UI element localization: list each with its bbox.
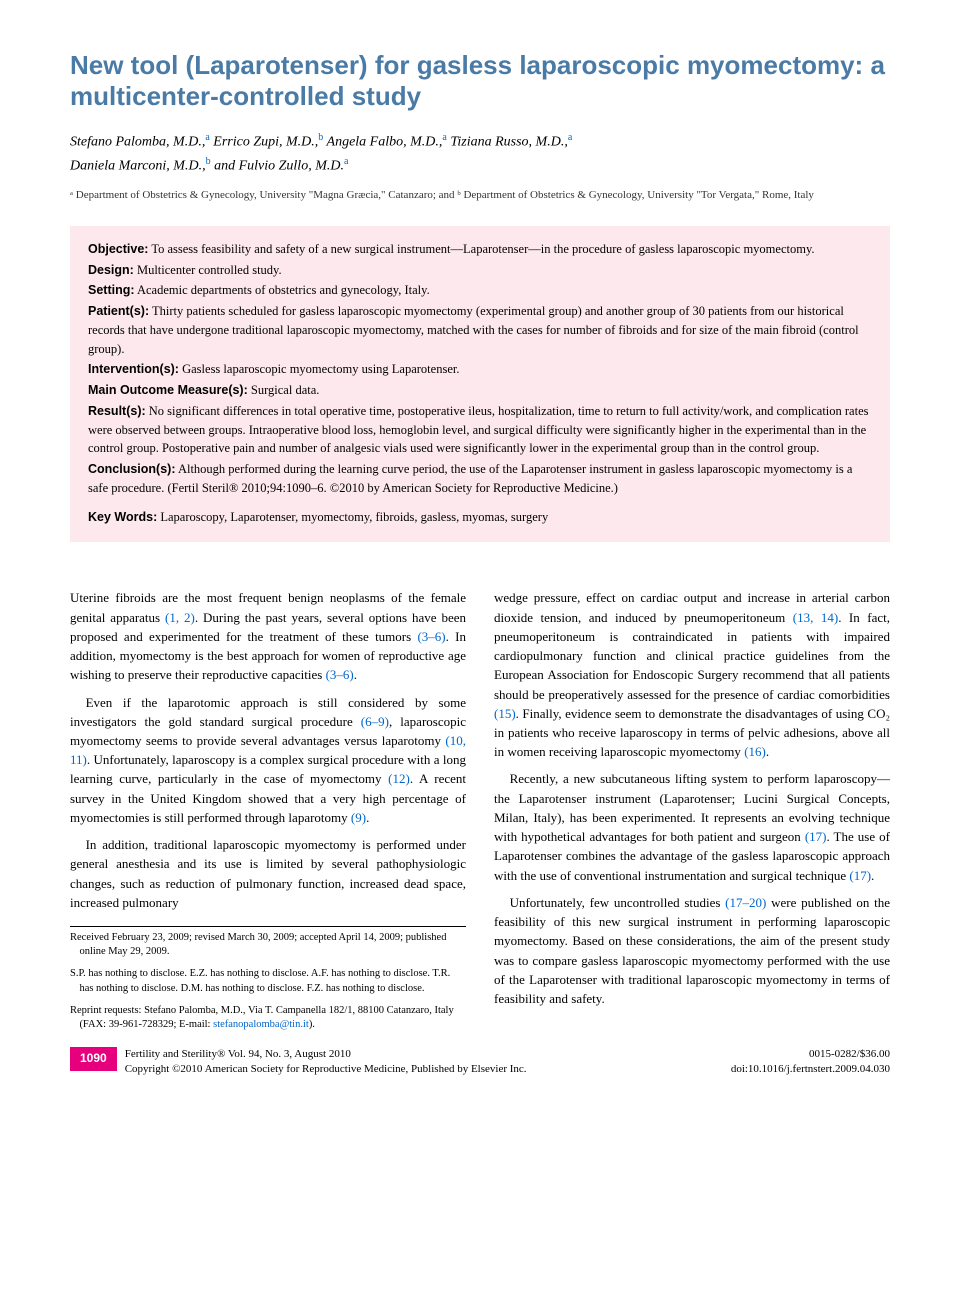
doi: doi:10.1016/j.fertnstert.2009.04.030	[731, 1062, 890, 1077]
citation-link[interactable]: (13, 14)	[793, 610, 838, 625]
author-list: Stefano Palomba, M.D.,a Errico Zupi, M.D…	[70, 130, 890, 178]
body-paragraph: In addition, traditional laparoscopic my…	[70, 835, 466, 912]
citation-link[interactable]: (1, 2)	[165, 610, 195, 625]
issn: 0015-0282/$36.00	[731, 1047, 890, 1062]
page-footer: 1090 Fertility and Sterility® Vol. 94, N…	[70, 1047, 890, 1077]
keywords-text: Laparoscopy, Laparotenser, myomectomy, f…	[160, 510, 548, 524]
abstract-text: Multicenter controlled study.	[137, 263, 282, 277]
citation-link[interactable]: (3–6)	[326, 667, 354, 682]
abstract-text: Although performed during the learning c…	[88, 462, 852, 495]
citation-link[interactable]: (16)	[744, 744, 766, 759]
author: Errico Zupi, M.D.,	[213, 135, 318, 150]
author: and Fulvio Zullo, M.D.	[214, 159, 344, 174]
affiliations: ᵃ Department of Obstetrics & Gynecology,…	[70, 188, 890, 203]
footer-right: 0015-0282/$36.00 doi:10.1016/j.fertnster…	[731, 1047, 890, 1077]
body-paragraph: wedge pressure, effect on cardiac output…	[494, 588, 890, 761]
abstract-box: Objective: To assess feasibility and saf…	[70, 226, 890, 543]
author: Stefano Palomba, M.D.,	[70, 135, 205, 150]
affiliation-sup[interactable]: a	[568, 132, 572, 143]
citation-link[interactable]: (12)	[388, 771, 410, 786]
page-number-badge: 1090	[70, 1047, 117, 1070]
copyright: Copyright ©2010 American Society for Rep…	[125, 1062, 527, 1077]
citation-link[interactable]: (3–6)	[417, 629, 445, 644]
abstract-text: Academic departments of obstetrics and g…	[137, 283, 430, 297]
citation-link[interactable]: (9)	[351, 810, 366, 825]
body-paragraph: Even if the laparotomic approach is stil…	[70, 693, 466, 828]
author: Angela Falbo, M.D.,	[327, 135, 443, 150]
abstract-text: Gasless laparoscopic myomectomy using La…	[182, 362, 459, 376]
author: Tiziana Russo, M.D.,	[450, 135, 567, 150]
keywords-label: Key Words:	[88, 510, 157, 524]
affiliation-sup[interactable]: b	[318, 132, 323, 143]
body-paragraph: Unfortunately, few uncontrolled studies …	[494, 893, 890, 1008]
abstract-text: Thirty patients scheduled for gasless la…	[88, 304, 859, 356]
body-paragraph: Recently, a new subcutaneous lifting sys…	[494, 769, 890, 884]
email-link[interactable]: stefanopalomba@tin.it	[213, 1019, 309, 1030]
abstract-label: Main Outcome Measure(s):	[88, 383, 248, 397]
author: Daniela Marconi, M.D.,	[70, 159, 206, 174]
body-paragraph: Uterine fibroids are the most frequent b…	[70, 588, 466, 684]
abstract-text: Surgical data.	[251, 383, 320, 397]
affiliation-sup[interactable]: a	[442, 132, 446, 143]
affiliation-sup[interactable]: a	[205, 132, 209, 143]
footnotes: Received February 23, 2009; revised Marc…	[70, 926, 466, 1032]
citation-link[interactable]: (17)	[849, 868, 871, 883]
abstract-text: No significant differences in total oper…	[88, 404, 869, 456]
abstract-label: Conclusion(s):	[88, 462, 176, 476]
abstract-label: Patient(s):	[88, 304, 149, 318]
abstract-label: Intervention(s):	[88, 362, 179, 376]
citation-link[interactable]: (17)	[805, 829, 827, 844]
abstract-label: Setting:	[88, 283, 135, 297]
citation-link[interactable]: (15)	[494, 706, 516, 721]
article-title: New tool (Laparotenser) for gasless lapa…	[70, 50, 890, 112]
journal-info: Fertility and Sterility® Vol. 94, No. 3,…	[125, 1047, 527, 1062]
affiliation-sup[interactable]: a	[344, 156, 348, 167]
footnote-reprint: Reprint requests: Stefano Palomba, M.D.,…	[70, 1004, 466, 1032]
footnote-received: Received February 23, 2009; revised Marc…	[70, 931, 466, 959]
abstract-label: Objective:	[88, 242, 148, 256]
affiliation-sup[interactable]: b	[206, 156, 211, 167]
footnote-disclosure: S.P. has nothing to disclose. E.Z. has n…	[70, 967, 466, 995]
citation-link[interactable]: (6–9)	[361, 714, 389, 729]
article-body: Uterine fibroids are the most frequent b…	[70, 588, 890, 1033]
abstract-label: Result(s):	[88, 404, 146, 418]
abstract-label: Design:	[88, 263, 134, 277]
abstract-text: To assess feasibility and safety of a ne…	[151, 242, 814, 256]
footer-left: 1090 Fertility and Sterility® Vol. 94, N…	[70, 1047, 527, 1077]
citation-link[interactable]: (17–20)	[725, 895, 766, 910]
